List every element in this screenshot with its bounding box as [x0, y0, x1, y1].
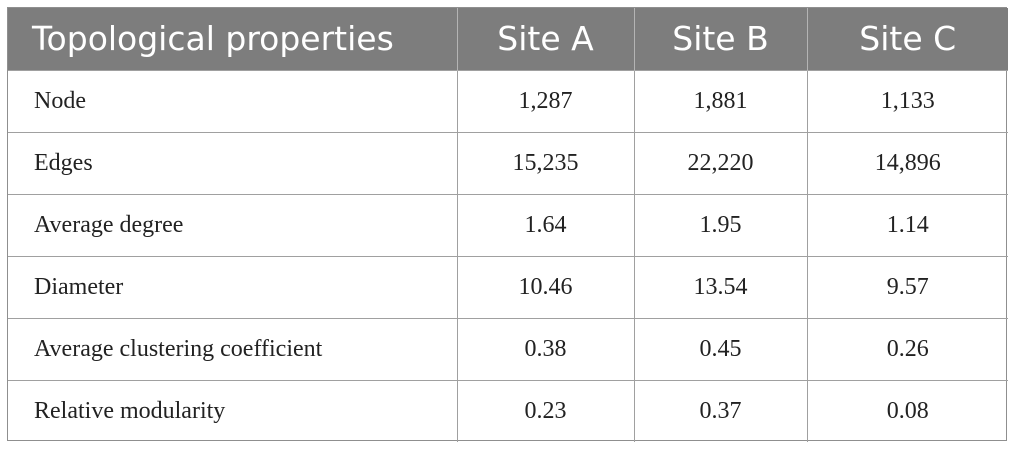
site-b-value: 0.37	[633, 379, 807, 442]
topological-properties-table: Topological properties Site A Site B Sit…	[8, 8, 1008, 442]
table-row-relative-modularity: Relative modularity 0.23 0.37 0.08	[8, 379, 1008, 442]
row-label: Diameter	[8, 255, 457, 318]
table-row-node: Node 1,287 1,881 1,133	[8, 69, 1008, 132]
header-site-c: Site C	[806, 8, 1008, 70]
site-b-value: 0.45	[633, 317, 807, 380]
site-a-value: 1,287	[456, 69, 634, 132]
table-row-average-clustering-coefficient: Average clustering coefficient 0.38 0.45…	[8, 317, 1008, 380]
topological-properties-table-container: Topological properties Site A Site B Sit…	[7, 7, 1008, 442]
row-label: Relative modularity	[8, 379, 457, 442]
site-b-value: 22,220	[633, 131, 807, 194]
row-label: Average degree	[8, 193, 457, 256]
row-label: Average clustering coefficient	[8, 317, 457, 380]
site-c-value: 1.14	[806, 193, 1008, 256]
site-c-value: 0.08	[806, 379, 1008, 442]
site-a-value: 1.64	[456, 193, 634, 256]
site-b-value: 1.95	[633, 193, 807, 256]
site-a-value: 0.23	[456, 379, 634, 442]
row-label: Edges	[8, 131, 457, 194]
site-c-value: 0.26	[806, 317, 1008, 380]
table-row-diameter: Diameter 10.46 13.54 9.57	[8, 255, 1008, 318]
site-c-value: 1,133	[806, 69, 1008, 132]
site-b-value: 1,881	[633, 69, 807, 132]
site-a-value: 10.46	[456, 255, 634, 318]
header-site-b: Site B	[633, 8, 807, 70]
table-body: Node 1,287 1,881 1,133 Edges 15,235 22,2…	[8, 69, 1008, 442]
header-topological-properties: Topological properties	[32, 19, 394, 59]
site-b-value: 13.54	[633, 255, 807, 318]
site-a-value: 0.38	[456, 317, 634, 380]
row-label: Node	[8, 69, 457, 132]
table-row-edges: Edges 15,235 22,220 14,896	[8, 131, 1008, 194]
table-header: Topological properties Site A Site B Sit…	[8, 8, 1008, 70]
site-a-value: 15,235	[456, 131, 634, 194]
header-row: Topological properties Site A Site B Sit…	[8, 8, 1008, 70]
header-site-a: Site A	[456, 8, 634, 70]
table-row-average-degree: Average degree 1.64 1.95 1.14	[8, 193, 1008, 256]
site-c-value: 9.57	[806, 255, 1008, 318]
site-c-value: 14,896	[806, 131, 1008, 194]
